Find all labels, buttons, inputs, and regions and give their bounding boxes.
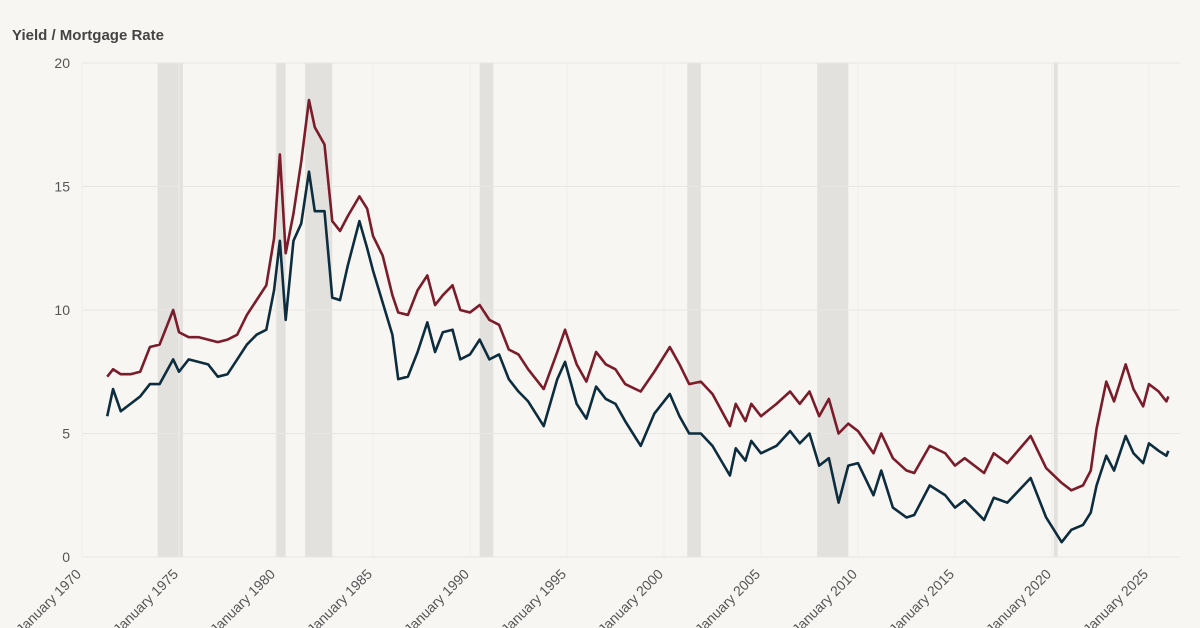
series-line bbox=[105, 170, 1170, 544]
y-tick-label: 20 bbox=[54, 55, 70, 71]
y-tick-label: 5 bbox=[62, 426, 70, 442]
series-line bbox=[106, 98, 1170, 492]
y-tick-label: 0 bbox=[62, 549, 70, 565]
y-tick-label: 10 bbox=[54, 302, 70, 318]
y-tick-label: 15 bbox=[54, 179, 70, 195]
chart-title: Yield / Mortgage Rate bbox=[12, 27, 164, 44]
